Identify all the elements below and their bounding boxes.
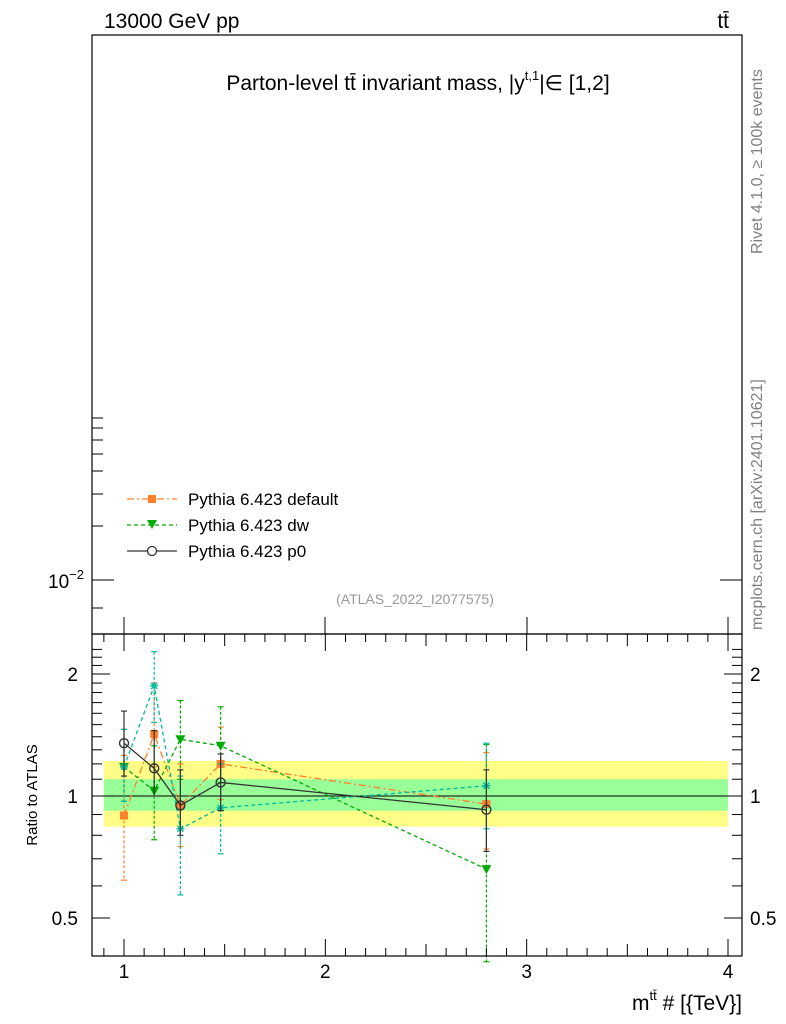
series-pythia-6-423-dw [119, 699, 492, 963]
data-point [150, 681, 159, 690]
legend-label-default: Pythia 6.423 default [188, 490, 339, 509]
ratio-bands [103, 761, 729, 827]
ratio-series [118, 651, 492, 963]
data-point [148, 763, 160, 774]
data-point [215, 741, 226, 751]
y-tick-label-left: 1 [67, 787, 78, 808]
analysis-label: (ATLAS_2022_I2077575) [336, 591, 494, 607]
main-panel-title: Parton-level tt̄ invariant mass, |yt,1|∈… [226, 68, 609, 95]
x-label-sup: tt̄ [650, 988, 658, 1003]
y-tick-base: 10 [48, 572, 69, 593]
title-pre: Parton-level [226, 72, 344, 95]
x-tick-label: 1 [119, 962, 130, 983]
legend: Pythia 6.423 default Pythia 6.423 dw Pyt… [127, 490, 339, 561]
data-point [215, 777, 226, 788]
series-pythia-6-423-p0 [118, 710, 492, 852]
process-label: tt̄ [717, 10, 729, 33]
main-y-tick-label: 10−2 [48, 567, 84, 593]
ratio-ticks [92, 634, 742, 956]
data-point [120, 811, 128, 820]
main-x-ticks [123, 617, 729, 634]
data-point [175, 800, 186, 811]
y-tick-label-left: 2 [67, 665, 78, 686]
y-tick-label-right: 2 [750, 665, 761, 686]
title-mid: invariant mass, |y [356, 72, 525, 95]
legend-entry-p0: Pythia 6.423 p0 [127, 542, 306, 561]
data-point [481, 804, 492, 815]
rivet-version-label: Rivet 4.1.0, ≥ 100k events [749, 69, 766, 254]
data-point [175, 735, 186, 745]
ratio-y-axis-label: Ratio to ATLAS [24, 744, 41, 845]
legend-entry-dw: Pythia 6.423 dw [127, 516, 310, 535]
y-tick-label-right: 1 [750, 787, 761, 808]
legend-marker-square [148, 495, 156, 503]
ratio-panel-frame [91, 633, 743, 957]
x-tick-label: 3 [521, 962, 532, 983]
title-post: |∈ [1,2] [539, 72, 609, 95]
legend-entry-default: Pythia 6.423 default [127, 490, 339, 509]
main-y-ticks [92, 417, 742, 609]
y-tick-label-left: 0.5 [52, 909, 78, 930]
legend-marker-circle [146, 545, 158, 557]
x-axis-label: mtt̄ # [{TeV}] [632, 988, 742, 1015]
x-tick-label: 2 [320, 962, 331, 983]
data-point [118, 737, 130, 749]
legend-marker-triangle [147, 520, 157, 529]
y-tick-exp: −2 [69, 567, 84, 582]
x-tick-label: 4 [723, 962, 734, 983]
ratio-panel: 1 2 3 4 0.5 0.5 1 1 2 2 Ratio to ATLAS mtt̄ # [{T… [24, 633, 777, 1015]
title-tt: tt̄ [344, 72, 356, 95]
x-label-post: # [{TeV}] [657, 992, 742, 1015]
beam-label: 13000 GeV pp [104, 10, 239, 33]
legend-label-dw: Pythia 6.423 dw [188, 516, 310, 535]
main-panel: Parton-level tt̄ invariant mass, |yt,1|∈… [48, 34, 743, 635]
title-sup: t,1 [525, 68, 539, 83]
data-point [481, 865, 492, 875]
y-tick-label-right: 0.5 [750, 909, 776, 930]
ratio-tick-labels: 1 2 3 4 0.5 0.5 1 1 2 2 [52, 665, 777, 983]
x-label-pre: m [632, 992, 650, 1015]
legend-label-p0: Pythia 6.423 p0 [188, 542, 306, 561]
source-label: mcplots.cern.ch [arXiv:2401.10621] [749, 379, 766, 630]
series-line [123, 738, 487, 870]
